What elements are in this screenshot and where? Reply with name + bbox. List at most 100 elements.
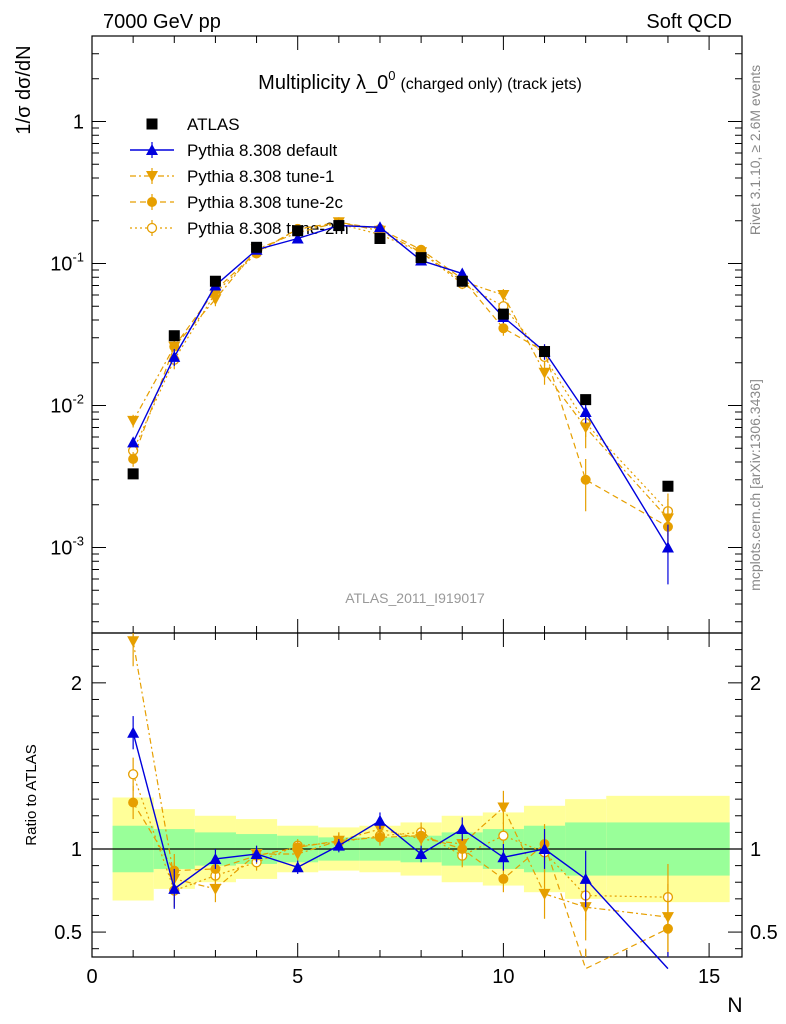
series-line (132, 221, 669, 519)
ratio-x-tick-label: 5 (292, 966, 303, 988)
ratio-series-pythia-8-308-tune-1 (127, 633, 674, 951)
ratio-plot-border (91, 632, 743, 958)
ratio-data-point (332, 839, 345, 851)
tick-exponent: -3 (72, 534, 84, 549)
atlas-data-point (168, 330, 180, 342)
data-point (579, 405, 592, 417)
ratio-series-layer (127, 633, 674, 970)
legend-entry: Pythia 8.308 default (130, 141, 338, 160)
data-point (128, 454, 139, 465)
ratio-data-point (250, 847, 263, 859)
series-line (132, 224, 669, 548)
mcplots-label: mcplots.cern.ch [arXiv:1306.3436] (747, 379, 763, 591)
ratio-y-tick-label-left: 0.5 (54, 922, 82, 944)
ratio-data-point (209, 883, 222, 895)
ratio-data-point (291, 861, 304, 873)
legend-entry: Pythia 8.308 tune-2c (130, 193, 343, 212)
ratio-data-point (373, 814, 386, 826)
series-line (132, 223, 669, 512)
y-axis-label-main: 1/σ dσ/dN (13, 45, 35, 134)
ratio-y-tick-label-right: 0.5 (750, 922, 778, 944)
main-y-tick-label: 10-3 (50, 534, 84, 560)
ratio-x-tick-label: 0 (86, 966, 97, 988)
data-point (661, 541, 674, 553)
ratio-data-point (415, 834, 428, 846)
atlas-data-point (251, 241, 263, 253)
atlas-data-point (292, 225, 304, 237)
data-point (127, 415, 140, 427)
legend-marker (146, 118, 158, 130)
legend-entry: Pythia 8.308 tune-1 (130, 167, 334, 186)
atlas-data-point (662, 480, 674, 492)
ratio-data-point (497, 802, 510, 814)
ratio-data-point (456, 823, 469, 835)
plot-title: Multiplicity λ_00 (charged only) (track j… (258, 68, 582, 94)
series-pythia-8-308-tune-1 (127, 217, 674, 548)
ratio-data-point (373, 824, 386, 836)
data-point (579, 422, 592, 434)
ratio-data-point (498, 873, 509, 884)
atlas-data-point (580, 394, 592, 406)
rivet-label: Rivet 3.1.10, ≥ 2.6M events (747, 65, 763, 235)
series-pythia-8-308-tune-2c (128, 217, 673, 555)
data-point (168, 341, 181, 353)
atlas-data-point (415, 252, 427, 264)
data-point (373, 221, 386, 233)
ratio-data-point (209, 852, 222, 864)
data-point (498, 323, 509, 334)
ratio-data-point (456, 839, 469, 851)
legend-marker (147, 197, 157, 207)
ratio-y-tick-label-left: 2 (71, 673, 82, 695)
tick-base: 10 (50, 253, 72, 275)
legend-label: Pythia 8.308 tune-1 (187, 167, 334, 186)
atlas-data-point (456, 275, 468, 287)
ratio-series-pythia-8-308-default (127, 716, 669, 970)
ratio-y-tick-label-right: 1 (750, 839, 761, 861)
series-atlas (127, 220, 674, 492)
atlas-data-point (127, 468, 139, 480)
legend: ATLAS Pythia 8.308 default Pythia 8.308 tu… (130, 115, 349, 238)
data-point (580, 474, 591, 485)
ratio-y-tick-label-left: 1 (71, 839, 82, 861)
atlas-data-point (497, 308, 509, 320)
header-right: Soft QCD (646, 11, 732, 33)
ratio-data-point (538, 843, 551, 854)
legend-marker (146, 222, 158, 234)
legend-label: Pythia 8.308 default (187, 141, 338, 160)
atlas-data-point (374, 232, 386, 244)
main-y-tick-label: 1 (73, 111, 84, 133)
plot-title-superscript: 0 (388, 68, 395, 83)
ratio-data-point (128, 797, 139, 808)
header-left: 7000 GeV pp (103, 11, 221, 33)
ratio-ticks: 0 5 10 15 0.5 0.5 1 1 2 2 (54, 632, 778, 988)
ratio-x-tick-label: 15 (698, 966, 720, 988)
main-y-tick-label: 10-1 (50, 249, 84, 275)
ratio-data-point (579, 872, 592, 884)
legend-marker (146, 144, 158, 155)
data-point (168, 350, 181, 362)
atlas-data-point (209, 275, 221, 287)
legend-label: Pythia 8.308 tune-2m (187, 219, 349, 238)
ratio-data-point (127, 769, 139, 780)
x-axis-label: N (727, 994, 742, 1017)
legend-label: ATLAS (187, 115, 240, 134)
ratio-data-point (415, 847, 428, 859)
data-point (127, 436, 140, 448)
data-point (538, 367, 551, 379)
series-pythia-8-308-default (127, 219, 674, 585)
data-point (497, 290, 510, 302)
atlas-data-point (333, 220, 345, 232)
ratio-data-point (498, 830, 509, 841)
ratio-data-point (168, 882, 181, 894)
data-point (661, 513, 674, 525)
legend-entry: ATLAS (146, 115, 240, 134)
ratio-data-point (291, 848, 304, 860)
ratio-data-point (497, 851, 510, 863)
ratio-data-point (661, 912, 674, 924)
atlas-data-point (539, 346, 551, 358)
data-point (209, 294, 222, 306)
plot-title-suffix: (charged only) (track jets) (400, 76, 581, 93)
main-y-tick-label: 10-2 (50, 392, 84, 418)
tick-base: 10 (50, 396, 72, 418)
